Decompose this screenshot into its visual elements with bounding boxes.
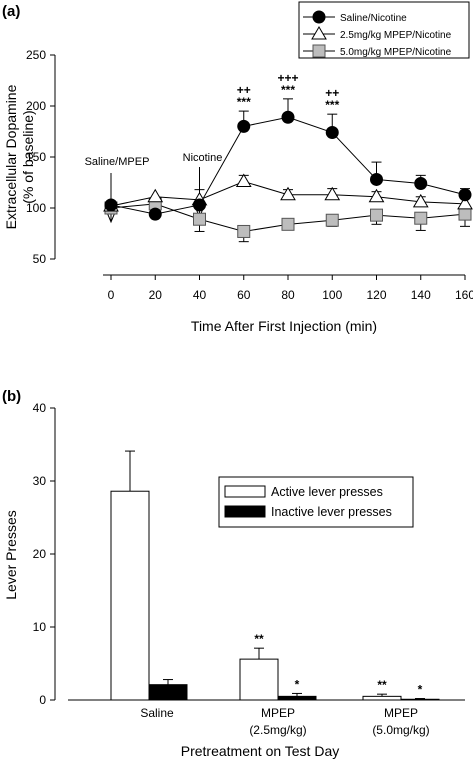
panel-a-legend-marker (312, 44, 326, 58)
panel-b-ytick-label: 40 (33, 401, 47, 415)
panel-b-category-sublabel: (5.0mg/kg) (372, 723, 429, 737)
panel-a-ylabel-line2: (% of baseline) (20, 110, 36, 203)
panel-a-point (148, 207, 162, 221)
panel-a-point (235, 173, 252, 187)
panel-b-bar (362, 695, 402, 701)
panel-b-bar (239, 658, 279, 701)
panel-a-ytick-label: 250 (26, 48, 46, 62)
panel-a-legend-label: 2.5mg/kg MPEP/Nicotine (340, 30, 452, 41)
panel-a-y-axis: 50 100 150 200 250 (26, 48, 56, 266)
panel-a-xtick-label: 60 (237, 288, 251, 302)
panel-a-point (457, 195, 473, 210)
panel-a-point (370, 208, 383, 222)
panel-a-legend-marker (311, 26, 327, 40)
panel-a-sig-top: ++ (237, 83, 251, 97)
panel-a-series-2 (104, 197, 472, 243)
panel-b-y-axis: 0 10 20 30 40 (33, 401, 56, 707)
panel-a-point (104, 198, 118, 212)
panel-a-point (237, 224, 251, 238)
panel-a-sig-top: +++ (277, 71, 298, 85)
panel-a-annotation-label: Nicotine (183, 152, 223, 164)
panel-b-x-axis: Saline MPEP (2.5mg/kg) MPEP (5.0mg/kg) (68, 699, 465, 737)
panel-b-ylabel: Lever Presses (3, 510, 19, 599)
panel-b-legend: Active lever presses Inactive lever press… (218, 476, 414, 528)
panel-a-legend-box (298, 1, 470, 59)
panel-b-category-sublabel: (2.5mg/kg) (249, 723, 306, 737)
panel-a-legend: Saline/Nicotine 2.5mg/kg MPEP/Nicotine 5.0… (298, 1, 470, 59)
panel-a-sig-bottom: *** (237, 95, 251, 109)
panel-a-xtick-label: 140 (411, 288, 431, 302)
panel-a-point (370, 172, 383, 186)
panel-a-ytick-label: 100 (26, 201, 46, 215)
panel-a-point (280, 186, 296, 201)
panel-a-significance: ***++ ***+++***++ (237, 71, 340, 112)
panel-a-ytick-label: 200 (26, 99, 46, 113)
panel-a-sig-bottom: *** (281, 83, 295, 97)
panel-b-category-label: Saline (140, 706, 174, 720)
panel-a-series (103, 98, 473, 243)
panel-a-legend-marker (312, 10, 326, 24)
panel-a-x-axis: 0 20 40 60 80 100 120 140 160 (103, 274, 473, 302)
panel-a-annotation-label: Saline/MPEP (85, 156, 150, 168)
panel-a-point (237, 119, 251, 133)
panel-a-ytick-label: 150 (26, 150, 46, 164)
panel-b-ytick-label: 0 (39, 693, 46, 707)
panel-b-xlabel: Pretreatment on Test Day (181, 743, 339, 759)
panel-a-point (147, 188, 164, 203)
panel-a-point (193, 198, 206, 212)
panel-b-legend-box (218, 476, 414, 528)
panel-b-ytick-label: 20 (33, 547, 47, 561)
panel-a-xtick-label: 0 (108, 288, 115, 302)
panel-a-point (414, 177, 428, 191)
panel-a-point (325, 126, 339, 140)
panel-a-label: (a) (2, 3, 20, 20)
panel-a-point (281, 110, 295, 124)
panel-b-bar (277, 695, 317, 701)
panel-b-category-label: MPEP (261, 706, 295, 720)
panel-a-point (412, 193, 429, 208)
panel-a-point (458, 188, 472, 202)
panel-a-sig-bottom: *** (325, 98, 339, 112)
panel-a-point (324, 186, 341, 201)
panel-a-point (281, 217, 295, 231)
panel-a-legend-label: Saline/Nicotine (340, 13, 407, 24)
panel-a-xtick-label: 20 (149, 288, 163, 302)
panel-a-series-0 (104, 98, 472, 221)
panel-b-legend-swatch (224, 485, 266, 498)
panel-a-xtick-label: 100 (322, 288, 342, 302)
panel-b-category-label: MPEP (384, 706, 418, 720)
panel-a-xtick-label: 40 (193, 288, 207, 302)
panel-b-significance: *** ** * (254, 632, 422, 696)
panel-a-legend-label: 5.0mg/kg MPEP/Nicotine (340, 47, 452, 58)
panel-a-ylabel-line1: Extracellular Dopamine (3, 84, 19, 229)
panel-b-bar (110, 490, 150, 701)
panel-a-point (368, 188, 385, 203)
panel-a-xtick-label: 120 (366, 288, 386, 302)
panel-b-ytick-label: 30 (33, 474, 47, 488)
panel-b-bar (148, 684, 188, 701)
panel-b-ytick-label: 10 (33, 620, 47, 634)
panel-b-legend-label: Active lever presses (271, 485, 383, 499)
panel-a-point (414, 211, 428, 225)
panel-a-sig-top: ++ (325, 86, 339, 100)
panel-b-bars (110, 450, 440, 701)
panel-b-label: (b) (2, 388, 21, 405)
panel-b-bar (400, 698, 440, 701)
panel-a-point (458, 207, 472, 221)
panel-b-sig: * (418, 683, 423, 697)
panel-b-sig: ** (254, 632, 264, 646)
panel-a-xlabel: Time After First Injection (min) (191, 318, 377, 334)
panel-a-xtick-label: 80 (281, 288, 295, 302)
panel-b-legend-swatch (224, 505, 266, 518)
panel-a-xtick-label: 160 (455, 288, 473, 302)
panel-b-legend-label: Inactive lever presses (271, 505, 392, 519)
panel-a-ytick-label: 50 (33, 252, 47, 266)
panel-a-point (193, 212, 206, 226)
panel-b-sig: * (295, 677, 300, 691)
panel-a-point (325, 213, 339, 227)
panel-b-sig: ** (377, 678, 387, 692)
